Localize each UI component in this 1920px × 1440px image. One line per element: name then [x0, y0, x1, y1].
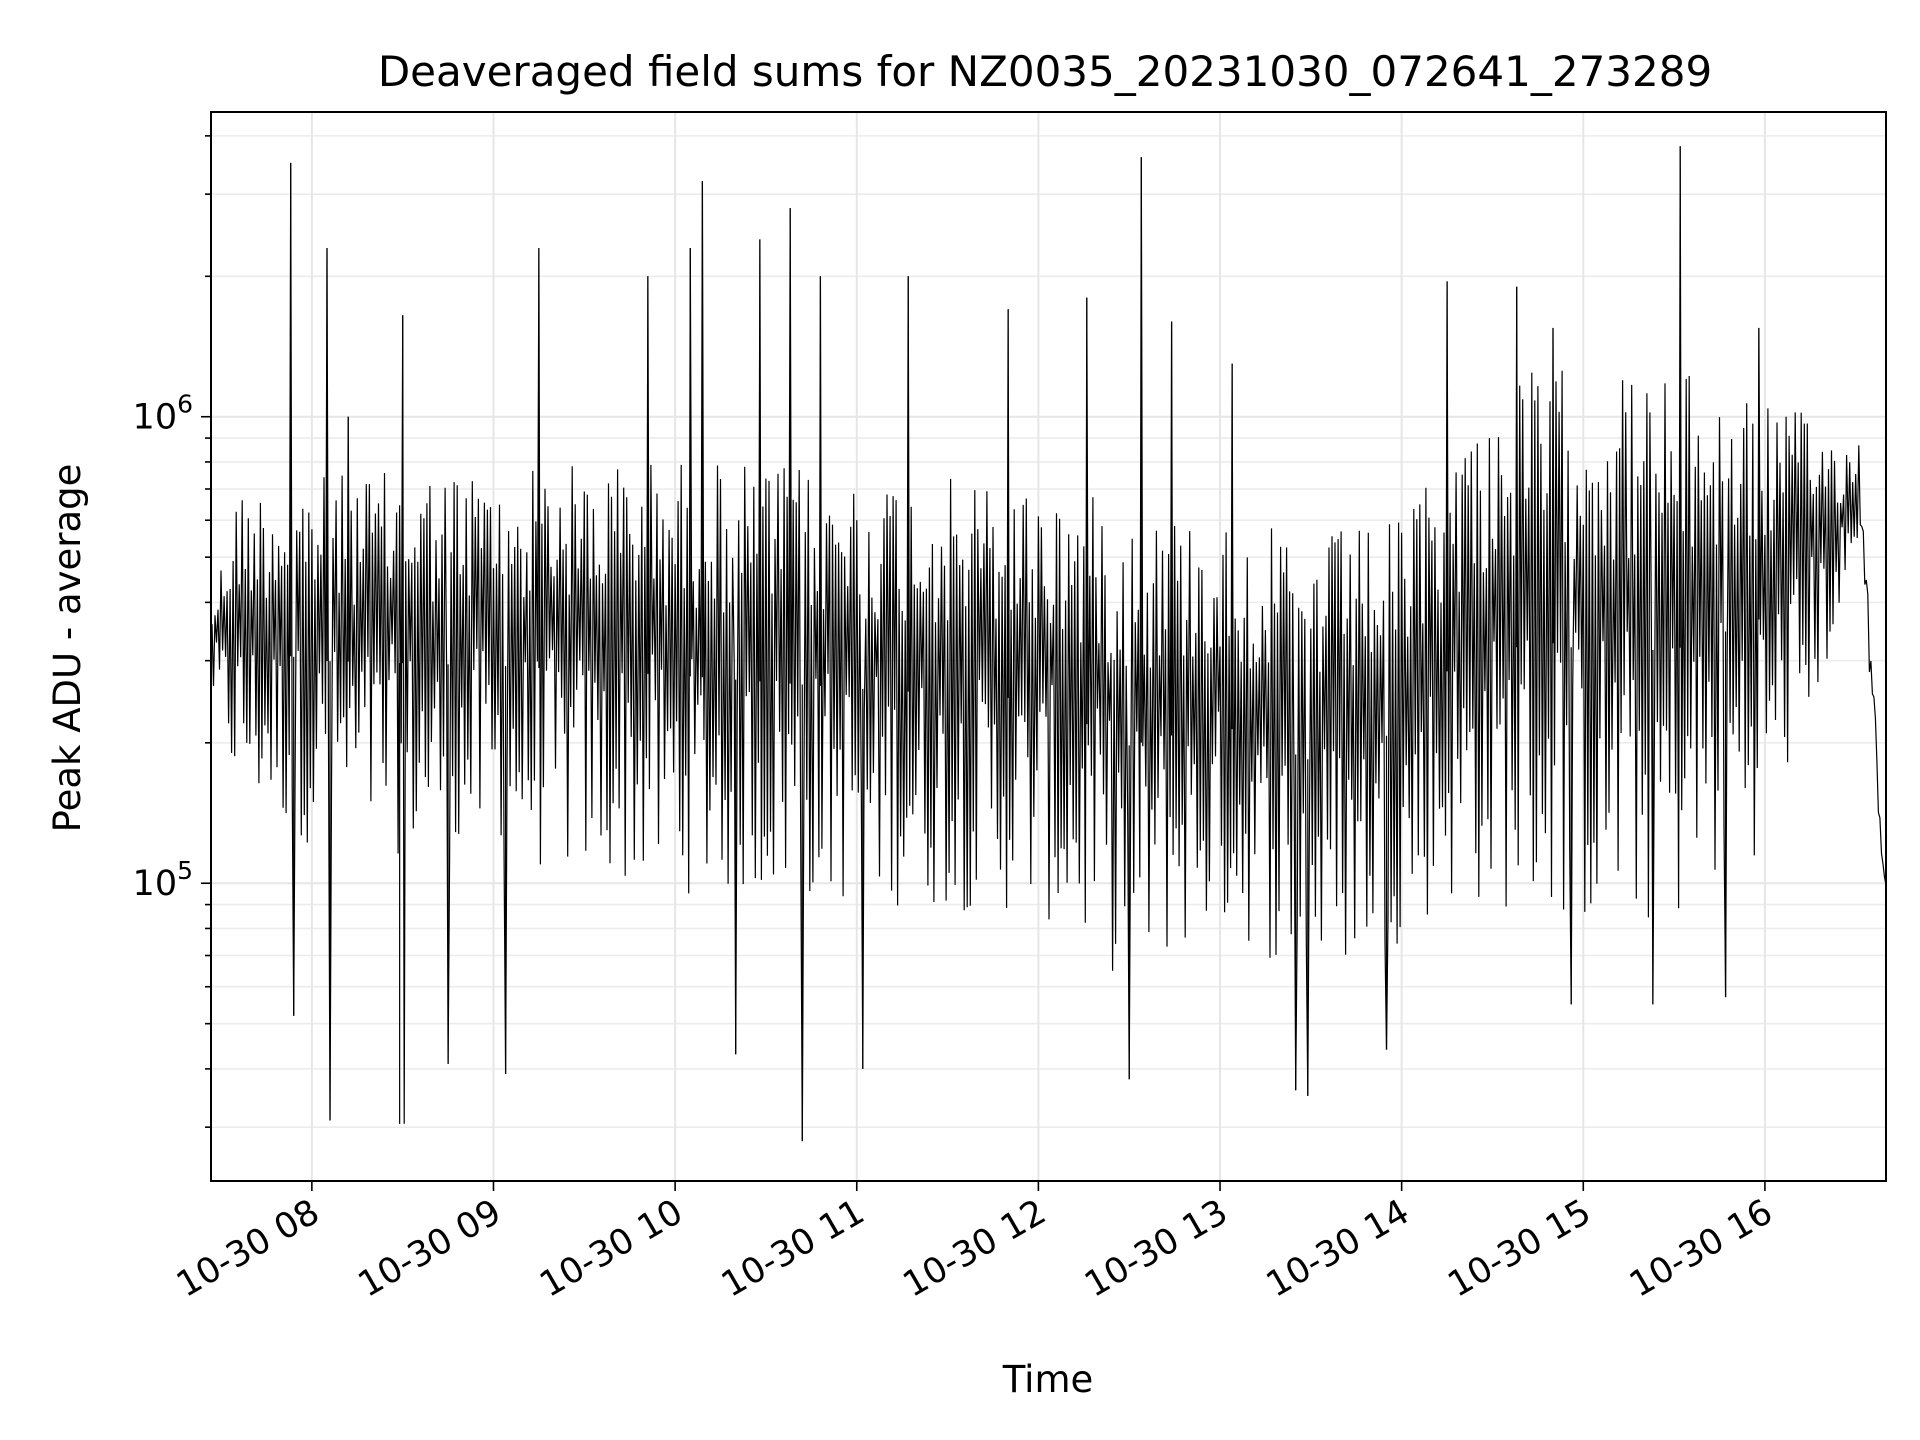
y-tick-base: 10	[133, 864, 178, 904]
y-tick-exponent: 6	[177, 390, 193, 419]
y-tick-label: 106	[133, 390, 193, 438]
plot-frame	[210, 111, 1887, 1182]
spikes	[290, 146, 1760, 1142]
x-axis-label: Time	[1002, 1358, 1094, 1401]
y-tick-label: 105	[133, 856, 193, 904]
y-tick-exponent: 5	[177, 856, 193, 885]
y-tick-base: 10	[133, 398, 178, 438]
chart-title: Deaveraged field sums for NZ0035_2023103…	[378, 47, 1712, 96]
plot-area	[211, 146, 1887, 1142]
series-line	[211, 146, 1887, 1142]
y-axis-label: Peak ADU - average	[46, 464, 89, 833]
